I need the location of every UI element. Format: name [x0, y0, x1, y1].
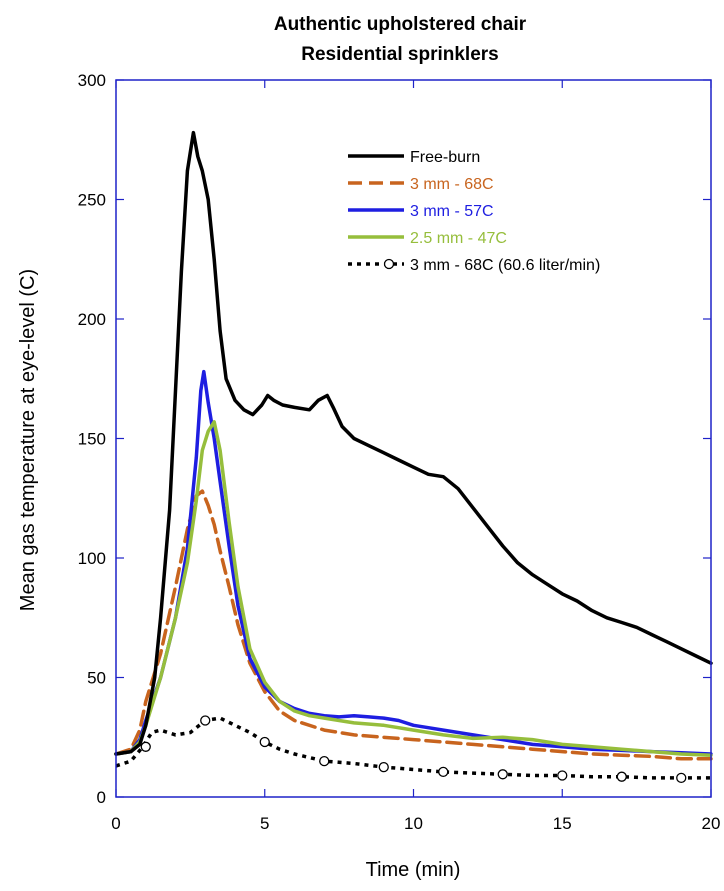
y-tick-label: 0 [97, 788, 106, 807]
x-tick-label: 20 [702, 814, 721, 833]
series-line-3 [114, 420, 713, 757]
x-tick-label: 0 [111, 814, 120, 833]
y-tick-label: 50 [87, 669, 106, 688]
series-marker [200, 715, 211, 726]
legend: Free-burn 3 mm - 68C 3 mm - 57C 2.5 mm - 47… [348, 149, 600, 274]
series-line-2 [114, 369, 713, 756]
y-tick-label: 150 [78, 430, 106, 449]
chart-title-line-2: Residential sprinklers [301, 44, 498, 65]
chart-title-line-1: Authentic upholstered chair [274, 14, 527, 35]
x-axis-label: Time (min) [366, 859, 461, 881]
y-tick-label: 200 [78, 310, 106, 329]
series-lines [114, 130, 713, 784]
y-tick-label: 250 [78, 191, 106, 210]
y-tick-label: 300 [78, 71, 106, 90]
legend-label: Free-burn [410, 149, 480, 166]
legend-label: 3 mm - 57C [410, 203, 494, 220]
y-axis-label: Mean gas temperature at eye-level (C) [17, 269, 39, 611]
y-tick-label: 100 [78, 549, 106, 568]
legend-label: 3 mm - 68C (60.6 liter/min) [410, 257, 600, 274]
series-marker [378, 761, 389, 773]
x-tick-label: 15 [553, 814, 572, 833]
legend-label: 3 mm - 68C [410, 176, 494, 193]
series-marker [616, 771, 627, 782]
series-marker [438, 766, 449, 778]
series-marker [497, 769, 508, 780]
legend-marker [383, 258, 395, 270]
x-tick-label: 5 [260, 814, 269, 833]
series-marker [319, 756, 330, 767]
series-marker [140, 741, 151, 752]
legend-label: 2.5 mm - 47C [410, 230, 507, 247]
series-marker [557, 770, 568, 781]
series-marker [676, 772, 687, 784]
plot-frame [115, 79, 712, 798]
series-line-0 [114, 130, 713, 756]
series-marker [259, 736, 270, 748]
x-tick-label: 10 [404, 814, 423, 833]
series-line-1 [114, 489, 713, 761]
